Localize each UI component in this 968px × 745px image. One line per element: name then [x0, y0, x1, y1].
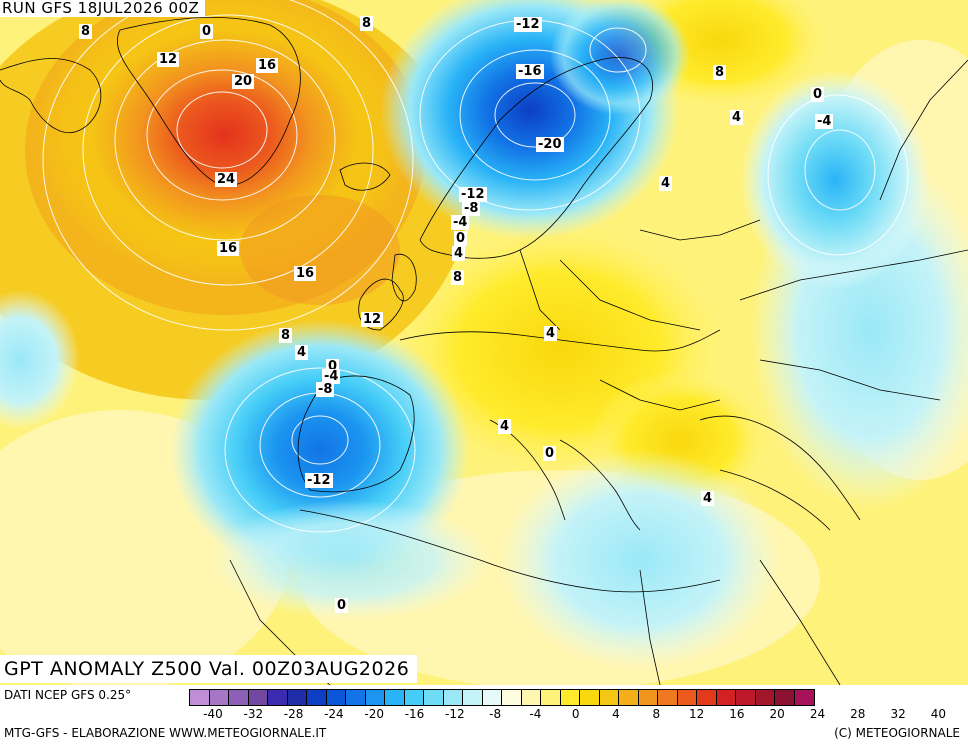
colorbar-tick-label: 32: [890, 707, 906, 721]
colorbar-tick-label: -40: [203, 707, 223, 721]
contour-label: 16: [217, 241, 240, 256]
contour-label: -4: [451, 215, 470, 230]
colorbar-tick-label: 8: [652, 707, 661, 721]
contour-label: 12: [157, 52, 180, 67]
colorbar-swatch: [775, 690, 795, 705]
contour-label: 4: [498, 419, 512, 434]
contour-label: 8: [713, 65, 727, 80]
contour-label: -4: [815, 114, 834, 129]
contour-label: -16: [516, 64, 544, 79]
contour-label: 20: [232, 74, 255, 89]
contour-label: 4: [295, 345, 309, 360]
colorbar-swatch: [716, 690, 736, 705]
colorbar-tick-label: 28: [850, 707, 866, 721]
contour-label: -8: [316, 382, 335, 397]
colorbar-swatch: [346, 690, 366, 705]
colorbar-tick-label: 40: [930, 707, 947, 721]
footer: DATI NCEP GFS 0.25° -40 -32 -28 -24 -20 -16 -1…: [0, 685, 968, 745]
colorbar-tick-label: -16: [404, 707, 425, 721]
contour-label: 4: [701, 491, 715, 506]
colorbar-swatch: [287, 690, 307, 705]
colorbar-tick-label: -8: [489, 707, 502, 721]
colorbar-swatch: [502, 690, 522, 705]
colorbar-tick-label: -32: [243, 707, 264, 721]
colorbar-swatch: [190, 690, 210, 705]
colorbar-swatch: [521, 690, 541, 705]
colorbar-tick-label: -28: [283, 707, 304, 721]
colorbar-swatch: [404, 690, 424, 705]
colorbar-swatch: [677, 690, 697, 705]
colorbar-tick-label: 4: [612, 707, 620, 721]
contour-label: -12: [459, 187, 487, 202]
data-source-label: DATI NCEP GFS 0.25°: [4, 688, 132, 702]
colorbar-swatch: [248, 690, 268, 705]
colorbar-ticks: -40 -32 -28 -24 -20 -16 -12 -8 -4 0 4 8 12 16 20 24 28 32…: [189, 707, 968, 723]
contour-label: 4: [544, 326, 558, 341]
contour-label: 8: [360, 16, 374, 31]
colorbar-swatch: [463, 690, 483, 705]
credit-left: MTG-GFS - ELABORAZIONE WWW.METEOGIORNALE…: [4, 726, 327, 740]
colorbar-swatch: [424, 690, 444, 705]
colorbar-tick-label: -4: [529, 707, 542, 721]
contour-label: -12: [305, 473, 333, 488]
contour-label: 0: [454, 231, 468, 246]
contour-label: 4: [452, 246, 466, 261]
colorbar-swatch: [326, 690, 346, 705]
contour-label: 8: [279, 328, 293, 343]
colorbar-swatch: [736, 690, 756, 705]
colorbar-swatch: [580, 690, 600, 705]
credit-right: (C) METEOGIORNALE: [834, 726, 960, 740]
contour-label: 0: [335, 598, 349, 613]
colorbar-swatch: [443, 690, 463, 705]
contour-label: 12: [361, 312, 384, 327]
contour-label: -12: [514, 17, 542, 32]
colorbar-swatch: [619, 690, 639, 705]
colorbar-tick-label: 0: [571, 707, 580, 721]
colorbar-swatch: [482, 690, 502, 705]
colorbar-swatch: [365, 690, 385, 705]
contour-label: -20: [536, 137, 564, 152]
colorbar-tick-label: -24: [324, 707, 344, 721]
contour-label: 8: [79, 24, 93, 39]
colorbar-tick-label: 16: [729, 707, 745, 721]
colorbar-swatch: [307, 690, 327, 705]
anomaly-map: 8 0 8 12 16 20 24 16 16 12 8 4 0 -4 -8 -…: [0, 0, 968, 685]
contour-label: 0: [543, 446, 557, 461]
colorbar-swatch: [658, 690, 678, 705]
contour-label: 4: [659, 176, 673, 191]
colorbar-swatch: [755, 690, 775, 705]
map-title: GPT ANOMALY Z500 Val. 00Z03AUG2026: [0, 655, 418, 683]
contour-label: 0: [200, 24, 214, 39]
contour-label: 16: [256, 58, 279, 73]
colorbar-swatch: [697, 690, 717, 705]
colorbar-swatch: [541, 690, 561, 705]
colorbar-swatch: [599, 690, 619, 705]
colorbar-tick-label: -20: [364, 707, 384, 721]
contour-label: 0: [811, 87, 825, 102]
colorbar-tick-label: 20: [769, 707, 785, 721]
colorbar-swatch: [638, 690, 658, 705]
colorbar-tick-label: 12: [688, 707, 705, 721]
colorbar-swatch: [229, 690, 249, 705]
contour-label: 8: [451, 270, 465, 285]
run-title: RUN GFS 18JUL2026 00Z: [0, 0, 206, 17]
colorbar-tick-label: -12: [444, 707, 465, 721]
contour-label: -8: [462, 201, 481, 216]
contour-label: -4: [322, 369, 341, 384]
contour-label: 24: [215, 172, 238, 187]
colorbar-tick-label: 24: [809, 707, 826, 721]
contour-label: 16: [294, 266, 317, 281]
colorbar-swatch: [268, 690, 288, 705]
colorbar-swatch: [385, 690, 405, 705]
colorbar: [189, 689, 815, 706]
colorbar-swatch: [209, 690, 229, 705]
colorbar-swatch: [794, 690, 814, 705]
contour-label: 4: [730, 110, 744, 125]
colorbar-swatch: [560, 690, 580, 705]
